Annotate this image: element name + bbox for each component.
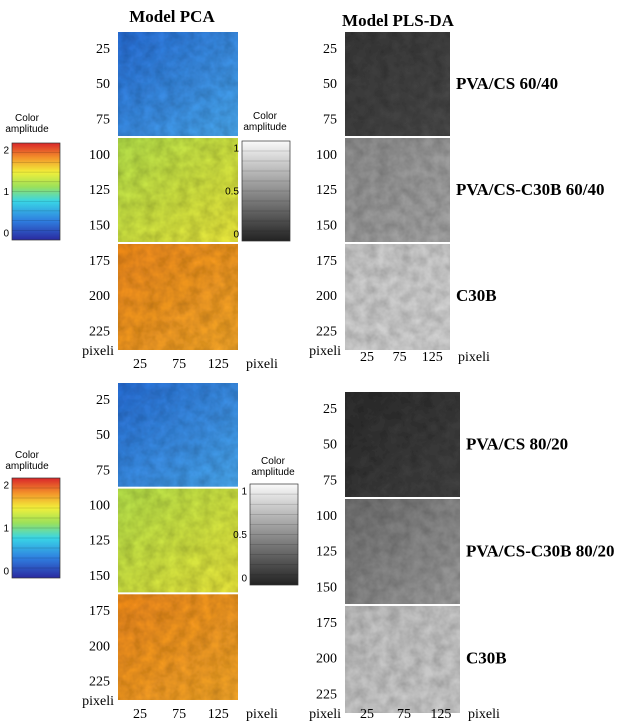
y-tick-label: 25 [323,42,337,57]
colorbar-tick: 1 [241,487,247,498]
y-tick-label: 125 [89,183,110,198]
y-tick-label: 125 [316,545,337,560]
pca-image-block [118,244,238,350]
y-tick-label: 225 [316,325,337,340]
colorbar [11,142,61,241]
y-tick-label: 225 [89,675,110,690]
y-tick-label: 175 [316,616,337,631]
y-tick-label: 125 [316,183,337,198]
x-unit-label: pixeli [246,707,278,722]
colorbar-tick: 0 [241,574,247,585]
x-unit-label: pixeli [468,707,500,722]
plsda-image-block [345,392,460,497]
y-tick-label: 75 [323,473,337,488]
plsda-image-block [345,499,460,604]
y-tick-label: 150 [316,219,337,234]
pca-image-block [118,32,238,136]
y-tick-label: 175 [316,254,337,269]
colorbar-title: Color amplitude [5,450,49,472]
x-tick-label: 75 [172,357,186,372]
y-tick-label: 200 [316,289,337,304]
colorbar-tick: 0 [3,567,9,578]
y-tick-label: 50 [96,77,110,92]
x-tick-label: 75 [393,350,407,365]
plsda-header: Model PLS-DA [342,11,455,30]
y-tick-label: 100 [316,148,337,163]
colorbar-tick: 0.5 [233,530,247,541]
colorbar-tick: 0 [3,229,9,240]
colorbar-tick: 1 [3,187,9,198]
x-tick-label: 125 [208,357,229,372]
x-tick-label: 125 [430,707,451,722]
colorbar-title: Color amplitude [243,111,287,133]
pca-header: Model PCA [129,7,215,26]
y-tick-label: 125 [89,534,110,549]
colorbar [249,483,299,586]
y-tick-label: 175 [89,604,110,619]
pca-image-block [118,488,238,593]
x-tick-label: 125 [422,350,443,365]
y-tick-label: 150 [89,569,110,584]
y-unit-label: pixeli [82,344,114,359]
sample-label: PVA/CS-C30B 80/20 [466,541,614,560]
y-tick-label: 150 [316,580,337,595]
y-tick-label: 100 [89,498,110,513]
sample-label: C30B [456,286,497,305]
y-unit-label: pixeli [309,707,341,722]
plsda-image-block [345,244,450,350]
pca-image-block [118,594,238,700]
x-unit-label: pixeli [458,350,490,365]
y-tick-label: 200 [316,652,337,667]
x-unit-label: pixeli [246,357,278,372]
colorbar-tick: 0.5 [225,187,239,198]
plsda-image-block [345,138,450,242]
colorbar-tick: 1 [233,144,239,155]
y-tick-label: 200 [89,289,110,304]
y-tick-label: 200 [89,639,110,654]
pca-image-block [118,383,238,487]
y-tick-label: 225 [316,687,337,702]
y-tick-label: 75 [96,463,110,478]
y-tick-label: 25 [96,42,110,57]
sample-label: C30B [466,648,507,667]
y-tick-label: 75 [323,113,337,128]
y-tick-label: 225 [89,325,110,340]
x-tick-label: 25 [133,707,147,722]
y-tick-label: 25 [323,402,337,417]
y-unit-label: pixeli [309,344,341,359]
y-tick-label: 175 [89,254,110,269]
x-tick-label: 75 [172,707,186,722]
plsda-image-block [345,606,460,713]
colorbar-tick: 0 [233,230,239,241]
y-tick-label: 50 [323,438,337,453]
colorbar [11,477,61,579]
colorbar-tick: 2 [3,481,9,492]
x-tick-label: 75 [397,707,411,722]
x-tick-label: 25 [133,357,147,372]
y-tick-label: 50 [323,77,337,92]
x-tick-label: 25 [360,350,374,365]
colorbar-title: Color amplitude [251,456,295,478]
sample-label: PVA/CS 80/20 [466,434,568,453]
colorbar-title: Color amplitude [5,113,49,135]
y-tick-label: 100 [89,148,110,163]
x-tick-label: 125 [208,707,229,722]
colorbar [241,140,291,242]
sample-label: PVA/CS-C30B 60/40 [456,180,604,199]
y-tick-label: 50 [96,428,110,443]
y-tick-label: 100 [316,509,337,524]
y-unit-label: pixeli [82,694,114,709]
y-tick-label: 75 [96,113,110,128]
pca-image-block [118,138,238,242]
sample-label: PVA/CS 60/40 [456,74,558,93]
plsda-image-block [345,32,450,136]
colorbar-tick: 2 [3,146,9,157]
x-tick-label: 25 [360,707,374,722]
colorbar-tick: 1 [3,524,9,535]
y-tick-label: 25 [96,393,110,408]
y-tick-label: 150 [89,219,110,234]
